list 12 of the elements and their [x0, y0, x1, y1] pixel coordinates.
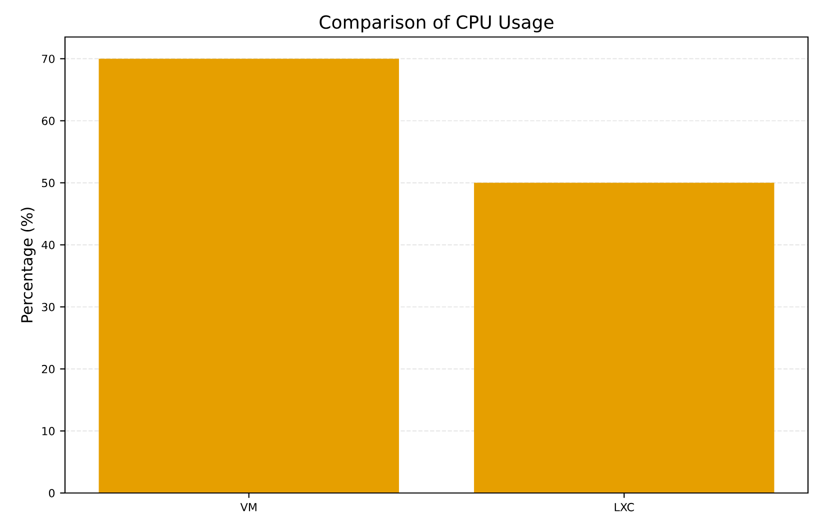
y-tick-label: 40	[42, 240, 55, 250]
x-tick-label: VM	[240, 503, 256, 512]
y-tick-label: 0	[48, 488, 55, 498]
y-tick-label: 30	[42, 302, 55, 312]
x-tick-label: LXC	[614, 502, 634, 512]
y-tick-label: 60	[42, 116, 55, 126]
y-tick-label: 20	[42, 364, 55, 374]
y-tick-label: 10	[42, 426, 55, 436]
chart-title: Comparison of CPU Usage	[320, 14, 554, 32]
y-tick-label: 70	[42, 54, 55, 64]
y-axis-title: Percentage (%)	[20, 208, 36, 322]
y-tick-label: 50	[42, 178, 55, 188]
